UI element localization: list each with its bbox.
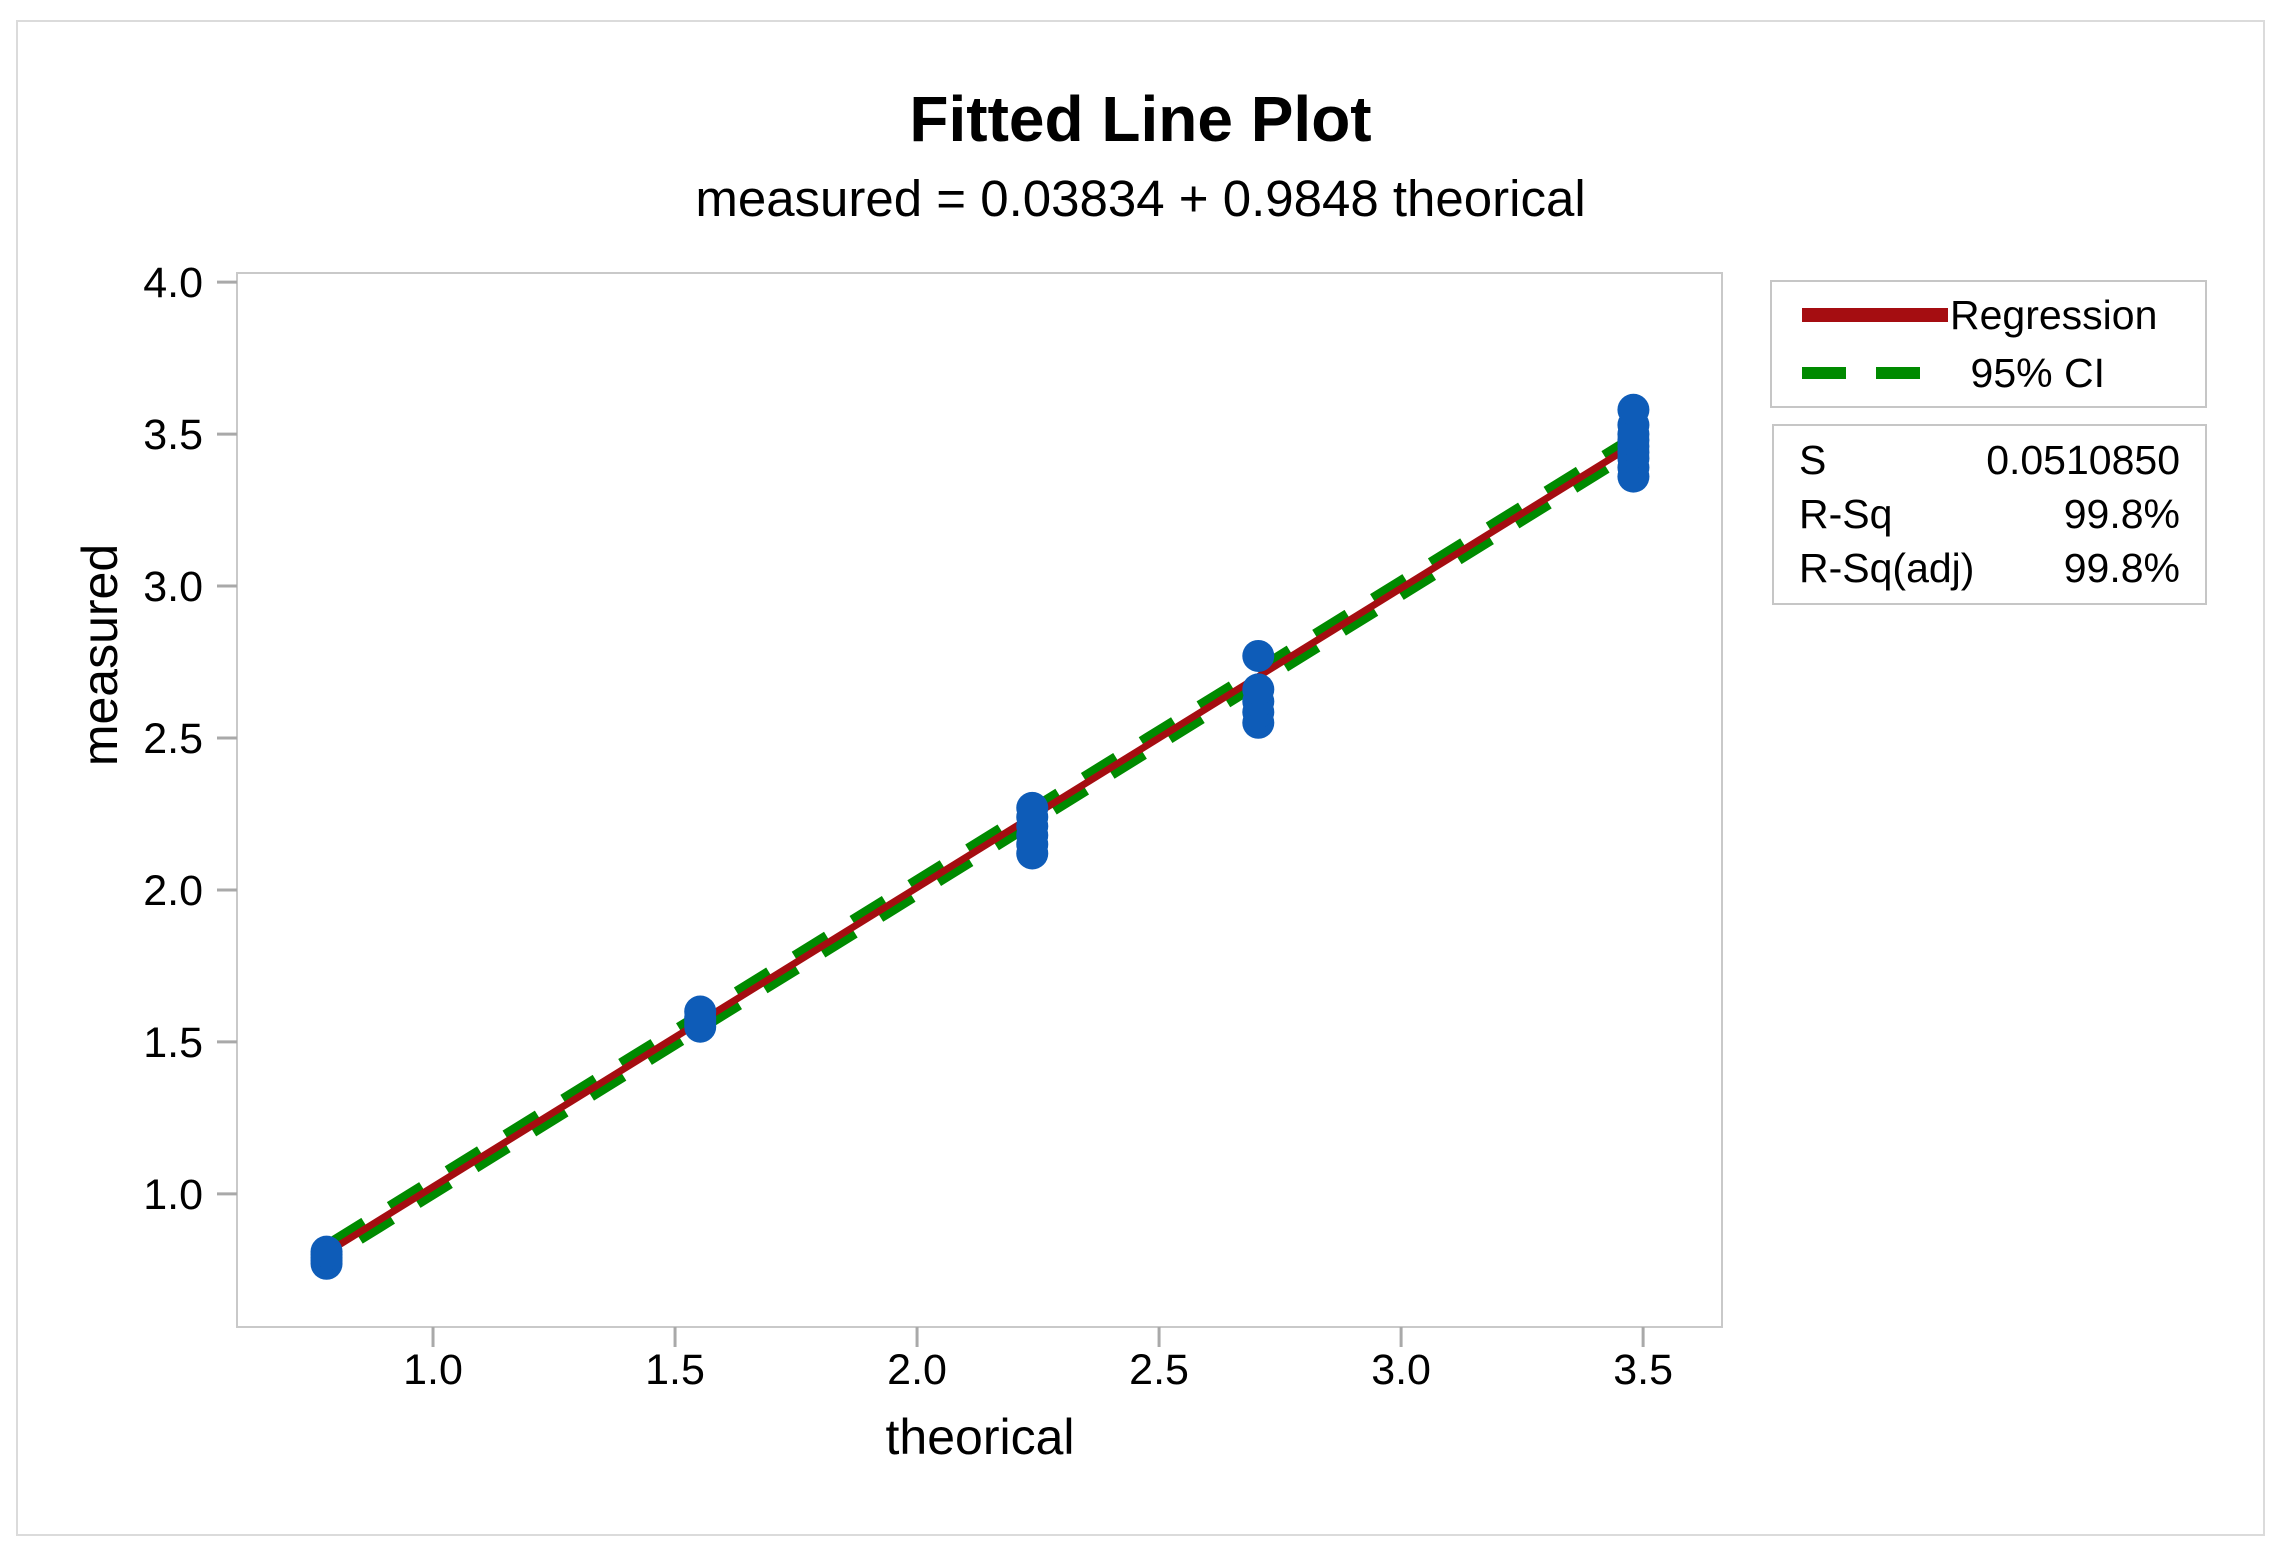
x-tick-label: 2.0 [887, 1346, 947, 1394]
stats-row-rsq-adj: R-Sq(adj) 99.8% [1799, 544, 2180, 593]
stats-row-s: S 0.0510850 [1799, 436, 2180, 485]
stat-value: 99.8% [2063, 491, 2180, 537]
data-point [310, 1235, 343, 1268]
y-tick-label: 1.5 [143, 1019, 203, 1067]
stat-value: 99.8% [2063, 545, 2180, 591]
ci-line-swatch [1802, 367, 1948, 379]
x-tick-label: 1.0 [403, 1346, 463, 1394]
stat-label: S [1799, 437, 1827, 483]
plot-frame [236, 272, 1723, 1328]
regression-line-swatch [1802, 308, 1948, 322]
ci-upper-line [329, 440, 1624, 1246]
x-tick-label: 3.5 [1613, 1346, 1673, 1394]
data-point [1242, 639, 1275, 672]
data-point [1016, 791, 1049, 824]
x-tick-label: 1.5 [645, 1346, 705, 1394]
stat-value: 0.0510850 [1986, 437, 2180, 483]
legend-label-ci: 95% CI [1970, 349, 2105, 396]
stats-panel: S 0.0510850 R-Sq 99.8% R-Sq(adj) 99.8% [1772, 424, 2207, 605]
legend: Regression 95% CI [1770, 280, 2207, 408]
y-tick-label: 3.0 [143, 563, 203, 611]
y-tick-label: 4.0 [143, 259, 203, 307]
y-tick-label: 2.0 [143, 867, 203, 915]
data-point [1242, 673, 1275, 706]
x-tick-label: 2.5 [1129, 1346, 1189, 1394]
x-axis-title: theorical [885, 1409, 1075, 1465]
y-tick-label: 1.0 [143, 1171, 203, 1219]
stat-label: R-Sq(adj) [1799, 545, 1975, 591]
stat-label: R-Sq [1799, 491, 1893, 537]
y-tick-label: 3.5 [143, 411, 203, 459]
window-border [16, 20, 2265, 1536]
y-tick-label: 2.5 [143, 715, 203, 763]
chart-equation-subtitle: measured = 0.03834 + 0.9848 theorical [695, 170, 1586, 227]
data-point [1617, 393, 1650, 426]
legend-item-ci: 95% CI [1772, 348, 2205, 398]
data-point [684, 995, 717, 1028]
chart-title: Fitted Line Plot [909, 83, 1372, 155]
regression-line [322, 438, 1641, 1258]
x-tick-label: 3.0 [1371, 1346, 1431, 1394]
legend-label-regression: Regression [1950, 291, 2158, 338]
legend-item-regression: Regression [1772, 290, 2205, 340]
ci-lower-line [329, 456, 1624, 1262]
stats-row-rsq: R-Sq 99.8% [1799, 490, 2180, 539]
